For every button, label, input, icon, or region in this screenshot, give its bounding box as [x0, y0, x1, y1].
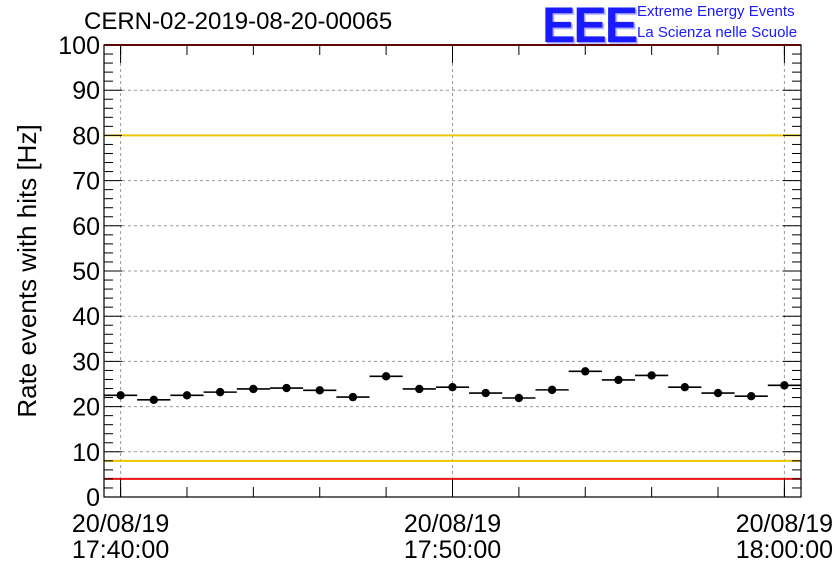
data-points — [104, 367, 801, 405]
data-point — [182, 391, 192, 400]
chart-title: CERN-02-2019-08-20-00065 — [84, 8, 393, 35]
y-tick-label: 100 — [58, 32, 100, 60]
logo-caption-line2: La Scienza nelle Scuole — [637, 24, 798, 41]
x-tick-date-label: 20/08/19 — [72, 510, 169, 538]
data-point — [614, 375, 623, 385]
y-tick-label: 70 — [72, 168, 100, 196]
data-point — [116, 391, 125, 400]
logo-caption-line1: Extreme Energy Events — [637, 3, 795, 20]
y-tick-label: 50 — [72, 258, 100, 286]
data-point — [780, 381, 789, 390]
x-tick-date-label: 20/08/19 — [736, 510, 833, 538]
data-point — [415, 384, 424, 394]
tick-labels: 010203040506070809010020/08/1917:40:0020… — [58, 32, 833, 564]
y-tick-label: 0 — [86, 484, 100, 512]
data-point — [680, 382, 690, 392]
y-tick-label: 20 — [72, 394, 100, 422]
data-point — [581, 367, 590, 376]
x-tick-time-label: 17:50:00 — [404, 536, 501, 564]
x-tick-time-label: 18:00:00 — [736, 536, 833, 564]
data-point — [315, 386, 324, 395]
data-point — [448, 382, 457, 392]
grid-lines — [104, 45, 801, 497]
data-point — [149, 395, 158, 405]
x-tick-date-label: 20/08/19 — [404, 510, 501, 538]
data-point — [713, 388, 723, 398]
data-point — [381, 372, 391, 381]
data-point — [249, 384, 258, 394]
x-tick-time-label: 17:40:00 — [72, 536, 169, 564]
data-point — [547, 385, 557, 395]
data-point — [514, 393, 524, 403]
y-tick-label: 40 — [72, 303, 100, 331]
y-tick-label: 90 — [72, 77, 100, 105]
data-point — [481, 388, 490, 398]
y-tick-label: 60 — [72, 213, 100, 241]
y-tick-label: 80 — [72, 122, 100, 150]
data-point — [747, 392, 756, 401]
y-tick-label: 10 — [72, 439, 100, 467]
data-point — [348, 392, 358, 402]
y-tick-label: 30 — [72, 348, 100, 376]
y-axis-label: Rate events with hits [Hz] — [12, 124, 42, 417]
axis-ticks — [104, 44, 801, 498]
data-point — [215, 387, 225, 397]
data-point — [647, 371, 656, 380]
eee-logo: EEE — [542, 0, 638, 53]
data-point — [282, 383, 291, 393]
